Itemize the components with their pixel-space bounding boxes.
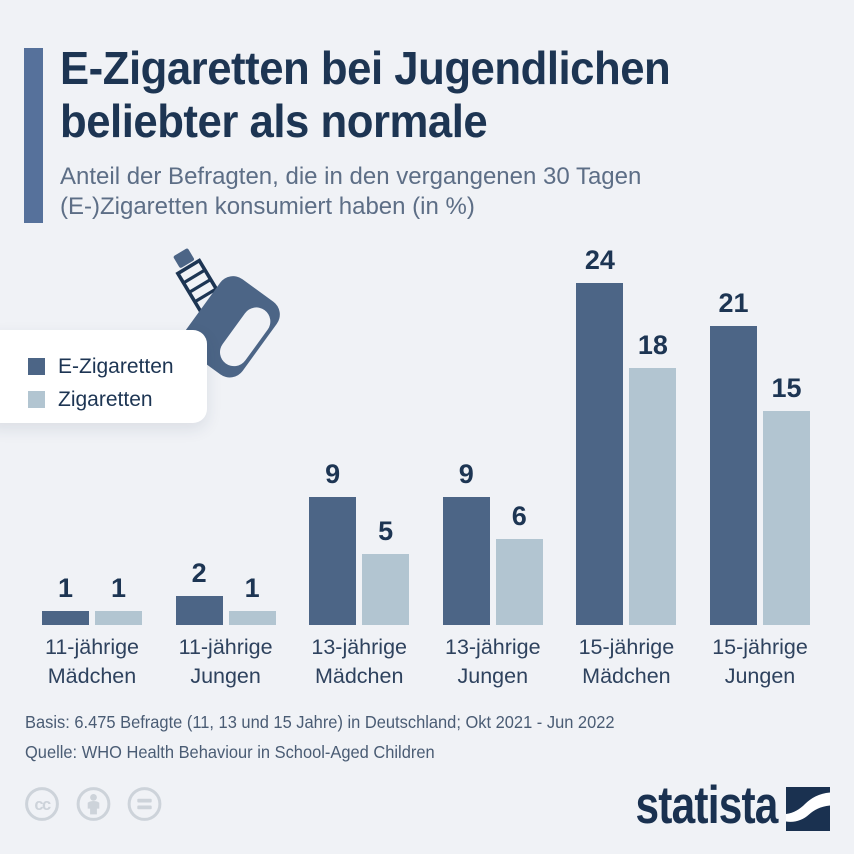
statista-logo-text[interactable]: statista (635, 776, 779, 835)
category-label: 15-jährige Jungen (712, 635, 808, 688)
footer-basis: Basis: 6.475 Befragte (11, 13 und 15 Jah… (25, 712, 615, 732)
category-axis: 11-jährige Mädchen 11-jährige Jungen 13-jä… (0, 633, 854, 695)
page-title: E-Zigaretten bei Jugendlichen beliebter … (60, 42, 702, 148)
legend-swatch-e-zigaretten (28, 358, 45, 375)
legend-swatch-zigaretten (28, 391, 45, 408)
title-line-2: beliebter als normale (60, 95, 488, 147)
bar-zigaretten (228, 611, 276, 625)
chart-legend: E-Zigaretten Zigaretten (0, 330, 207, 423)
category-label: 15-jährige Mädchen (578, 635, 675, 688)
legend-item-e-zigaretten: E-Zigaretten (28, 350, 207, 383)
bar-chart: 1 1 2 1 9 5 9 6 24 18 21 15 (0, 245, 854, 625)
vape-device-icon (173, 248, 280, 378)
bar-zigaretten (95, 611, 142, 625)
svg-text:cc: cc (34, 796, 51, 814)
vape-body (182, 276, 280, 378)
bar-zigaretten (763, 411, 810, 625)
bar-e-zigaretten (576, 283, 624, 625)
bar-value-label: 1 (244, 573, 260, 603)
cc-icon[interactable]: cc (25, 787, 59, 821)
footer-quelle: Quelle: WHO Health Behaviour in School-A… (25, 742, 435, 762)
legend-label: Zigaretten (58, 387, 153, 411)
bar-value-label: 18 (637, 330, 668, 360)
chart-footer: Basis: 6.475 Befragte (11, 13 und 15 Jah… (25, 707, 652, 767)
bar-e-zigaretten (442, 497, 490, 625)
bar-value-label: 24 (584, 245, 615, 275)
bar-value-label: 9 (458, 459, 474, 489)
cc-by-icon[interactable] (76, 787, 111, 821)
bar-e-zigaretten (710, 326, 757, 625)
chart-subtitle: Anteil der Befragten, die in den vergang… (60, 162, 641, 222)
bar-e-zigaretten (309, 497, 357, 625)
bar-value-label: 15 (771, 373, 802, 403)
title-accent-bar (24, 48, 43, 223)
legend-item-zigaretten: Zigaretten (28, 383, 207, 416)
statista-logo-icon[interactable] (786, 787, 830, 831)
bar-value-label: 1 (110, 573, 127, 603)
category-label: 11-jährige Mädchen (44, 635, 140, 688)
bar-e-zigaretten (175, 596, 223, 625)
category-label: 13-jährige Mädchen (311, 635, 407, 688)
bar-value-label: 9 (325, 459, 341, 489)
legend-label: E-Zigaretten (58, 354, 174, 378)
bar-zigaretten (362, 554, 410, 625)
bar-zigaretten (629, 368, 677, 625)
license-icons: cc (25, 787, 162, 821)
bar-value-label: 2 (191, 558, 207, 588)
vape-window (219, 307, 271, 367)
vape-mouthpiece (173, 248, 195, 268)
subtitle-line-1: Anteil der Befragten, die in den vergang… (60, 163, 642, 190)
bar-e-zigaretten (42, 611, 89, 625)
bar-zigaretten (495, 539, 543, 625)
subtitle-line-2: (E-)Zigaretten konsumiert haben (in %) (60, 193, 475, 220)
bar-value-label: 1 (57, 573, 74, 603)
category-label: 13-jährige Jungen (444, 635, 541, 688)
title-line-1: E-Zigaretten bei Jugendlichen (60, 42, 671, 94)
category-label: 11-jährige Jungen (178, 635, 273, 688)
bar-value-label: 6 (511, 501, 527, 531)
bar-value-label: 5 (378, 516, 394, 546)
bar-value-label: 21 (718, 288, 749, 318)
cc-nd-icon[interactable] (127, 787, 162, 821)
